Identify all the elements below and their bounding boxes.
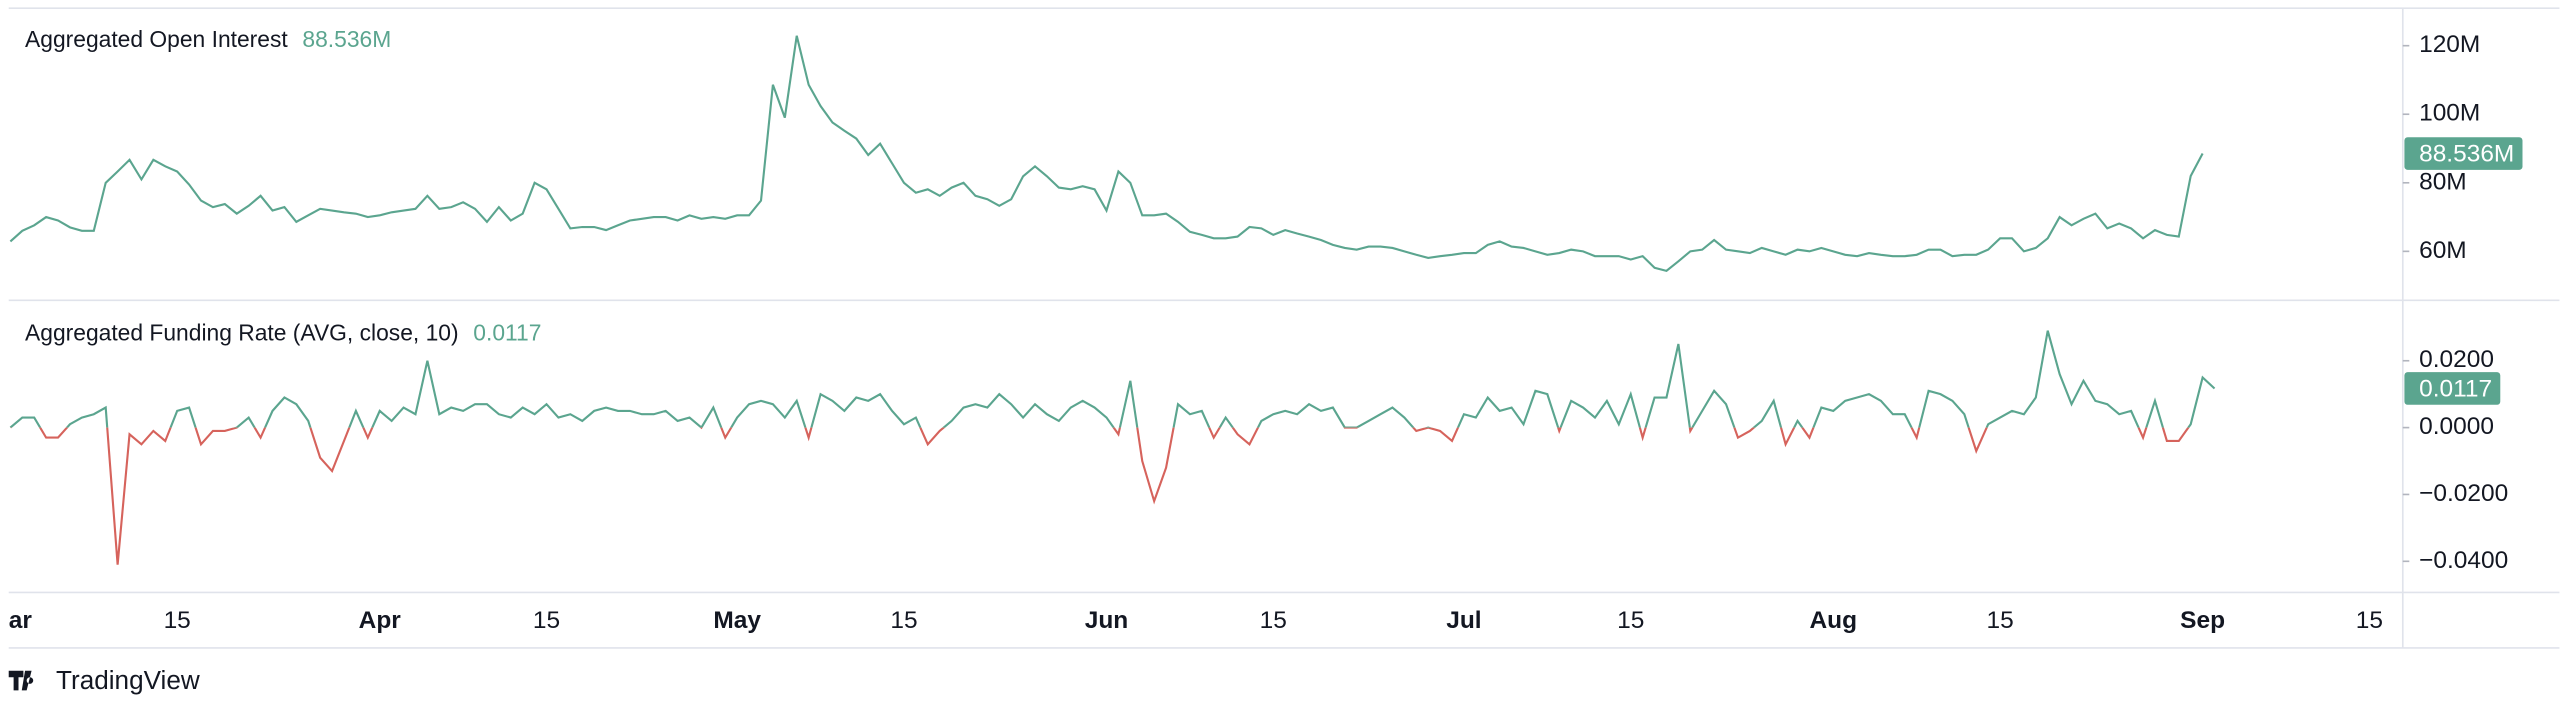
x-tick-label: 15 <box>1986 607 2013 634</box>
y-tick-label: −0.0400 <box>2419 547 2508 574</box>
price-tag-label: 88.536M <box>2419 141 2514 168</box>
x-tick-label: 15 <box>1260 607 1287 634</box>
pane-title: Aggregated Funding Rate (AVG, close, 10) <box>25 320 459 346</box>
y-tick-label: 60M <box>2419 237 2467 264</box>
x-tick-label: 15 <box>2356 607 2383 634</box>
price-tag-label: 0.0117 <box>2419 376 2492 403</box>
x-tick-label: 15 <box>1617 607 1644 634</box>
logo-icon <box>8 670 34 691</box>
price-tag-box <box>2404 372 2501 405</box>
pane-value: 88.536M <box>302 26 391 52</box>
brand: TradingView <box>56 665 200 695</box>
x-tick-label: Apr <box>359 607 402 634</box>
x-tick-label: 15 <box>164 607 191 634</box>
x-tick-label: Jun <box>1085 607 1129 634</box>
y-tick-label: 80M <box>2419 168 2467 195</box>
pane-title: Aggregated Open Interest <box>25 26 288 52</box>
y-tick-label: 100M <box>2419 100 2480 127</box>
y-tick-label: 0.0200 <box>2419 346 2494 373</box>
y-tick-label: 120M <box>2419 31 2480 58</box>
price-tag: 0.0117 <box>2404 372 2501 405</box>
line-negative <box>10 427 2190 565</box>
line <box>9 35 2204 273</box>
x-tick-label: 15 <box>533 607 560 634</box>
price-tag: 88.536M <box>2404 137 2523 170</box>
x-tick-label: Jul <box>1446 607 1481 634</box>
x-tick-label: May <box>713 607 761 634</box>
y-tick-label: −0.0200 <box>2419 480 2508 507</box>
x-tick-label: ar <box>9 607 33 634</box>
x-tick-label: Sep <box>2180 607 2225 634</box>
x-tick-label: Aug <box>1809 607 1857 634</box>
y-tick-label: 0.0000 <box>2419 413 2494 440</box>
logo: TradingView <box>8 665 200 695</box>
line-positive <box>9 330 2216 428</box>
x-tick-label: 15 <box>890 607 917 634</box>
price-tag-box <box>2404 137 2523 170</box>
pane-value: 0.0117 <box>473 320 541 346</box>
